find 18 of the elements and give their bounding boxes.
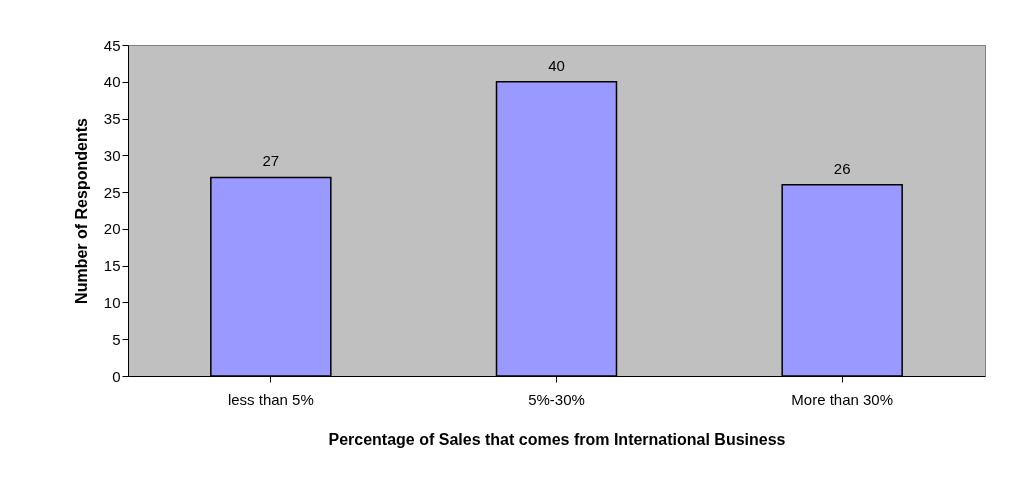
y-tick-label: 30 [103, 146, 121, 164]
x-axis-title: Percentage of Sales that comes from International Business [328, 430, 786, 448]
data-label: 40 [548, 56, 565, 74]
y-tick-label: 25 [103, 183, 121, 201]
x-tick-label: 5%-30% [528, 390, 585, 408]
data-label: 26 [833, 159, 851, 177]
y-tick-label: 45 [103, 36, 121, 54]
y-tick-label: 20 [103, 220, 121, 238]
x-tick-label: More than 30% [791, 390, 894, 408]
y-tick-label: 5 [112, 330, 121, 348]
y-tick-label: 40 [103, 73, 121, 91]
y-tick-label: 15 [103, 257, 121, 275]
y-tick-label: 0 [112, 367, 121, 385]
data-label: 27 [262, 152, 280, 170]
y-axis-title: Number of Respondents [72, 118, 90, 304]
y-tick-label: 10 [103, 293, 121, 311]
x-tick-label: less than 5% [227, 390, 314, 408]
y-tick-label: 35 [103, 110, 121, 128]
